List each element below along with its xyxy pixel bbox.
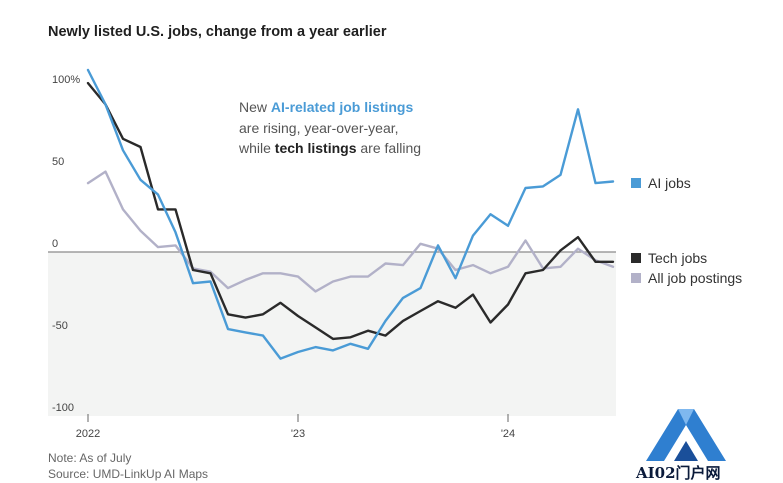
note-text: Note: As of July <box>48 451 132 465</box>
y-tick-label: -50 <box>52 320 68 332</box>
ai02-logo-icon <box>646 409 726 461</box>
y-tick-label: 100% <box>52 74 80 86</box>
legend-swatch-ai <box>631 178 641 188</box>
series-line-all <box>86 170 615 293</box>
y-tick-label: 0 <box>52 238 58 250</box>
chart-title: Newly listed U.S. jobs, change from a ye… <box>48 24 387 40</box>
series-line-tech <box>86 81 615 341</box>
watermark-text: AI02门户网 <box>636 464 721 482</box>
legend-swatch-tech <box>631 253 641 263</box>
annotation-line-3: while tech listings are falling <box>238 140 421 156</box>
y-tick-label: 50 <box>52 156 64 168</box>
legend-label-all: All job postings <box>648 270 742 286</box>
annotation: New AI-related job listings are rising, … <box>238 99 421 156</box>
x-tick-label: '23 <box>291 428 305 440</box>
x-tick-label: 2022 <box>76 428 100 440</box>
source-text: Source: UMD-LinkUp AI Maps <box>48 467 209 481</box>
legend-label-tech: Tech jobs <box>648 250 707 266</box>
legend-label-ai: AI jobs <box>648 175 691 191</box>
annotation-line-1: New AI-related job listings <box>239 99 413 115</box>
negative-region-shade <box>48 252 616 416</box>
annotation-line-2: are rising, year-over-year, <box>239 120 399 136</box>
axis-layer: 100% 50 0 -50 -100 2022 '23 '24 <box>48 74 616 440</box>
legend: AI jobs Tech jobs All job postings <box>631 175 742 286</box>
negative-shade-layer <box>48 252 616 416</box>
series-line-ai <box>86 68 615 360</box>
y-tick-label: -100 <box>52 402 74 414</box>
x-tick-label: '24 <box>501 428 515 440</box>
series-layer <box>86 68 615 360</box>
legend-swatch-all <box>631 273 641 283</box>
